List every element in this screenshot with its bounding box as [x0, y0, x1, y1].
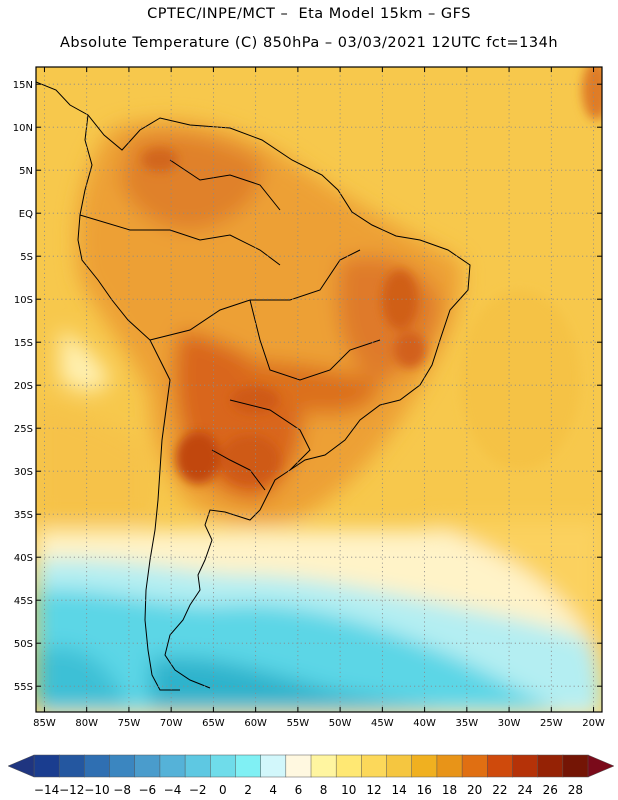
colorbar-label: −4	[164, 783, 182, 797]
colorbar-label: −2	[189, 783, 207, 797]
colorbar-label: 16	[417, 783, 432, 797]
colorbar-swatch	[84, 754, 111, 778]
latitude-label: 5S	[20, 252, 33, 263]
latitude-label: 10N	[13, 123, 33, 134]
longitude-label: 75W	[118, 718, 141, 729]
colorbar-swatch	[33, 754, 60, 778]
colorbar-swatch	[235, 754, 262, 778]
longitude-label: 85W	[33, 718, 56, 729]
colorbar-label: −8	[113, 783, 131, 797]
longitude-label: 35W	[456, 718, 479, 729]
longitude-label: 45W	[371, 718, 394, 729]
colorbar-swatch	[184, 754, 211, 778]
colorbar-labels: −14 −12 −10 −8 −6 −4 −2 0 2 4 6 8 10 12 14 16 18 20 22 24 26…	[34, 783, 583, 797]
longitude-labels: 85W 80W 75W 70W 65W 60W 55W 50W 45W 40W 35W 30W 25W 2…	[33, 718, 605, 729]
longitude-label: 65W	[202, 718, 225, 729]
colorbar-swatch	[335, 754, 362, 778]
colorbar-label: 4	[269, 783, 277, 797]
longitude-label: 30W	[498, 718, 521, 729]
colorbar-label: 18	[442, 783, 457, 797]
colorbar-label: 8	[320, 783, 328, 797]
colorbar-swatch	[310, 754, 337, 778]
latitude-label: 25S	[14, 424, 33, 435]
latitude-label: 30S	[14, 467, 33, 478]
colorbar-swatch	[210, 754, 237, 778]
coastline	[36, 81, 471, 691]
colorbar-under-arrow	[7, 754, 35, 778]
latitude-label: 10S	[14, 295, 33, 306]
longitude-label: 60W	[244, 718, 267, 729]
longitude-label: 25W	[540, 718, 563, 729]
colorbar-label: 24	[517, 783, 532, 797]
colorbar-over-arrow	[587, 754, 615, 778]
latitude-labels: 15N 10N 5N EQ 5S 10S 15S 20S 25S 30S 35S 40S 45S 50S 5…	[13, 80, 33, 693]
latitude-label: 35S	[14, 510, 33, 521]
longitude-label: 50W	[329, 718, 352, 729]
colorbar-swatch	[562, 754, 589, 778]
latitude-label: 50S	[14, 639, 33, 650]
colorbar-swatch	[260, 754, 287, 778]
map-title-line1: CPTEC/INPE/MCT – Eta Model 15km – GFS	[147, 6, 471, 22]
colorbar-label: 0	[219, 783, 227, 797]
colorbar-swatches	[33, 754, 589, 778]
colorbar-label: −6	[138, 783, 156, 797]
colorbar-label: −14	[34, 783, 59, 797]
colorbar-label: 12	[366, 783, 381, 797]
colorbar-swatch	[159, 754, 186, 778]
longitude-label: 55W	[287, 718, 310, 729]
colorbar-label: 6	[295, 783, 303, 797]
latitude-label: 45S	[14, 596, 33, 607]
latitude-label: 40S	[14, 553, 33, 564]
map-title-line2: Absolute Temperature (C) 850hPa – 03/03/…	[59, 35, 559, 51]
colorbar-swatch	[487, 754, 514, 778]
colorbar-label: −10	[84, 783, 109, 797]
map-frame	[35, 66, 603, 713]
longitude-label: 20W	[582, 718, 605, 729]
colorbar-label: 14	[391, 783, 406, 797]
colorbar-swatch	[58, 754, 85, 778]
latitude-label: 5N	[19, 166, 33, 177]
latitude-label: 20S	[14, 381, 33, 392]
latitude-label: 15N	[13, 80, 33, 91]
colorbar-swatch	[361, 754, 388, 778]
longitude-label: 40W	[413, 718, 436, 729]
colorbar-label: 28	[568, 783, 583, 797]
latitude-label: 55S	[14, 682, 33, 693]
colorbar-swatch	[512, 754, 539, 778]
colorbar-label: 22	[492, 783, 507, 797]
axis-ticks	[36, 67, 602, 712]
colorbar-swatch	[134, 754, 161, 778]
colorbar-label: 20	[467, 783, 482, 797]
latitude-label: 15S	[14, 338, 33, 349]
colorbar-swatch	[285, 754, 312, 778]
longitude-label: 80W	[75, 718, 98, 729]
colorbar-label: 2	[244, 783, 252, 797]
colorbar-label: 10	[341, 783, 356, 797]
colorbar-swatch	[436, 754, 463, 778]
colorbar-swatch	[411, 754, 438, 778]
colorbar-swatch	[386, 754, 413, 778]
colorbar-label: −12	[59, 783, 84, 797]
latitude-label: EQ	[19, 209, 33, 220]
longitude-label: 70W	[160, 718, 183, 729]
colorbar-swatch	[109, 754, 136, 778]
colorbar-swatch	[461, 754, 488, 778]
temperature-field	[36, 67, 602, 712]
colorbar-label: 26	[543, 783, 558, 797]
colorbar-swatch	[537, 754, 564, 778]
